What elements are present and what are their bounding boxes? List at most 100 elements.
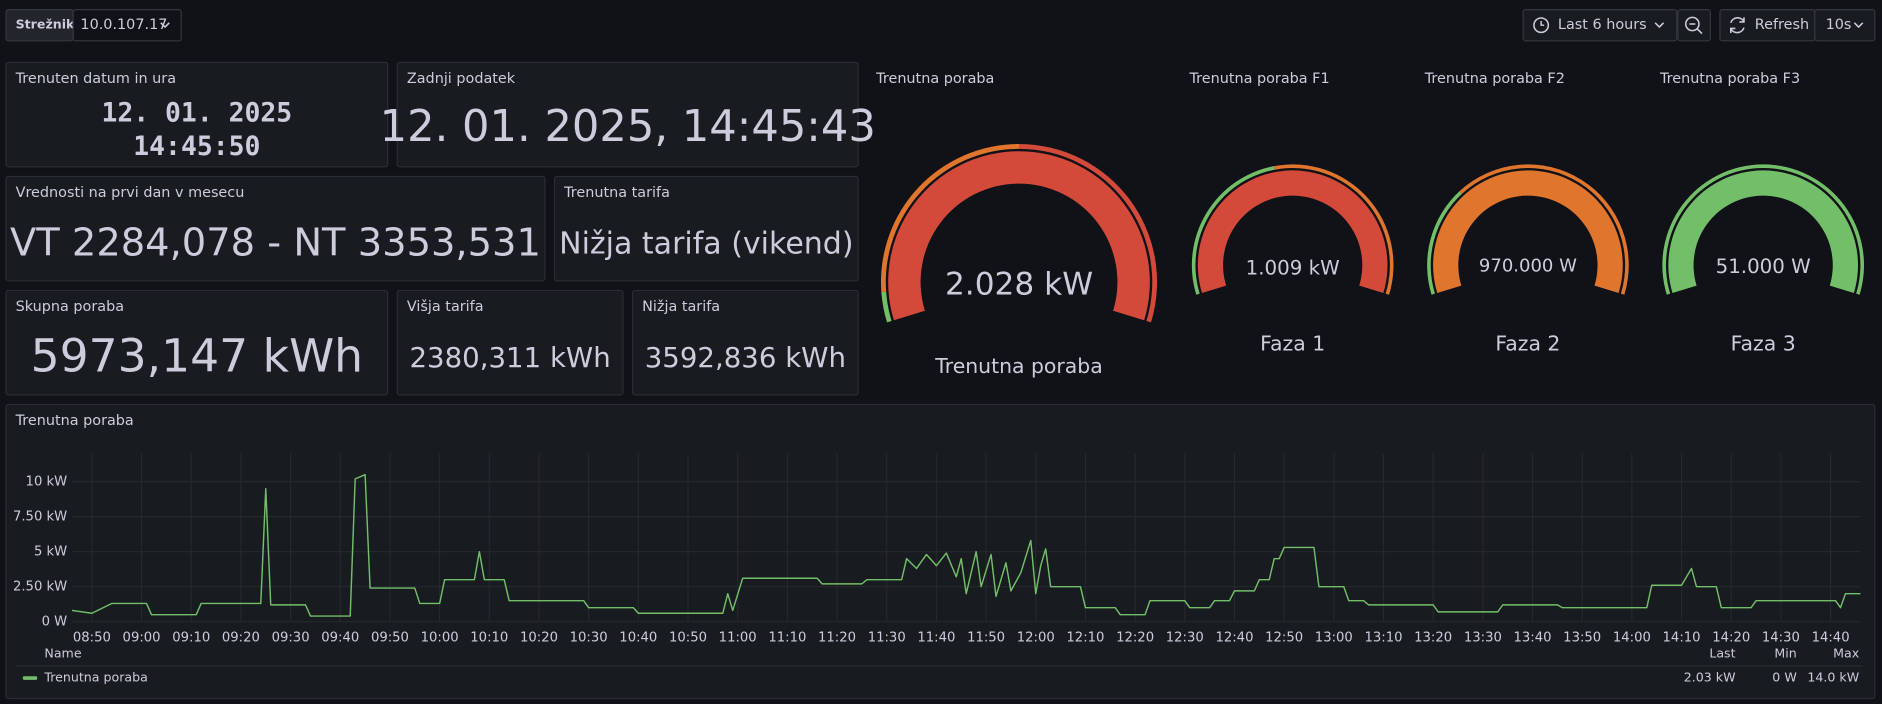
x-tick-label: 14:30 (1762, 630, 1800, 645)
x-tick-label: 09:00 (123, 630, 161, 645)
legend-name[interactable]: Trenutna poraba (43, 670, 147, 685)
x-tick-label: 12:30 (1166, 630, 1204, 645)
stat-value: 14:45:50 (133, 131, 260, 162)
x-tick-label: 08:50 (73, 630, 111, 645)
stat-value: 3592,836 kWh (645, 341, 846, 374)
gauge-arc (888, 151, 1150, 321)
chart-title: Trenutna poraba (15, 413, 134, 429)
gauge-value: 1.009 kW (1246, 256, 1340, 279)
refresh-interval[interactable] (1814, 9, 1876, 42)
zoom-icon (1684, 16, 1700, 32)
x-tick-label: 13:10 (1364, 630, 1402, 645)
x-tick-label: 13:20 (1414, 630, 1452, 645)
x-tick-label: 14:00 (1613, 630, 1651, 645)
stat-value: 12. 01. 2025, 14:45:43 (380, 102, 876, 152)
gauge-value: 51.000 W (1716, 255, 1811, 278)
stat-value: 2380,311 kWh (410, 341, 611, 374)
gauge-threshold (1427, 191, 1462, 295)
legend-value: 14.0 kW (1807, 670, 1859, 685)
x-tick-label: 09:40 (321, 630, 359, 645)
gauge-arc (1668, 170, 1858, 293)
stat-title: Višja tarifa (407, 299, 484, 315)
stat-panel (5, 61, 389, 168)
x-tick-label: 12:20 (1116, 630, 1154, 645)
refresh-icon (1729, 17, 1745, 34)
stat-panel (5, 175, 546, 282)
gauge-label: Trenutna poraba (934, 354, 1102, 378)
x-tick-label: 14:10 (1663, 630, 1701, 645)
x-tick-label: 09:30 (272, 630, 310, 645)
server-select[interactable] (72, 9, 182, 42)
gauge-value: 970.000 W (1479, 255, 1577, 276)
x-tick-label: 13:00 (1315, 630, 1353, 645)
stat-panel (396, 61, 859, 168)
gauge-label: Faza 2 (1495, 331, 1560, 355)
stat-panel (553, 175, 859, 282)
legend-header: Name (44, 646, 81, 661)
gauge-title: Trenutna poraba F3 (1659, 71, 1800, 87)
refresh-label[interactable]: Refresh (1755, 17, 1809, 33)
server-value[interactable]: 10.0.107.17 (80, 17, 167, 33)
gauge-title: Trenutna poraba (875, 71, 994, 87)
stat-value: 12. 01. 2025 (102, 98, 293, 129)
x-tick-label: 14:40 (1812, 630, 1850, 645)
clock-hands (1540, 21, 1545, 26)
x-tick-label: 11:20 (818, 630, 856, 645)
legend-swatch (22, 676, 38, 680)
x-tick-label: 13:30 (1464, 630, 1502, 645)
x-tick-label: 09:20 (222, 630, 260, 645)
x-tick-label: 11:40 (917, 630, 955, 645)
server-label: Strežnik (16, 17, 75, 32)
chevron (160, 22, 170, 29)
x-tick-label: 11:30 (868, 630, 906, 645)
zoom-out[interactable] (1677, 9, 1711, 42)
legend-header: Last (1709, 646, 1735, 661)
legend-value: 2.03 kW (1684, 670, 1736, 685)
stat-title: Trenutna tarifa (563, 185, 670, 201)
gauge-label: Faza 3 (1731, 331, 1796, 355)
x-tick-label: 09:10 (172, 630, 210, 645)
series-line (71, 473, 1861, 617)
x-tick-label: 13:50 (1563, 630, 1601, 645)
y-tick-label: 2.50 kW (13, 580, 67, 595)
stat-title: Vrednosti na prvi dan v mesecu (16, 185, 245, 201)
gauge-threshold (1273, 164, 1394, 295)
time-picker[interactable] (1522, 9, 1678, 42)
y-tick-label: 10 kW (26, 475, 68, 490)
zoom-icon-lines (1689, 23, 1703, 35)
x-tick-label: 13:40 (1514, 630, 1552, 645)
gauge-threshold (881, 291, 892, 323)
stat-title: Zadnji podatek (407, 71, 516, 87)
gauge-arc (1197, 170, 1388, 293)
y-tick-label: 5 kW (34, 545, 67, 560)
y-tick-label: 7.50 kW (13, 510, 67, 525)
x-tick-label: 14:20 (1712, 630, 1750, 645)
x-tick-label: 11:00 (719, 630, 757, 645)
x-tick-label: 10:50 (669, 630, 707, 645)
x-tick-label: 10:10 (470, 630, 508, 645)
x-tick-label: 10:00 (421, 630, 459, 645)
refresh-interval-value[interactable]: 10s (1826, 17, 1852, 33)
x-tick-label: 12:00 (1017, 630, 1055, 645)
legend-header: Min (1774, 646, 1796, 661)
clock-icon (1533, 17, 1550, 34)
gauge-label: Faza 1 (1260, 331, 1325, 355)
gauge-value: 2.028 kW (945, 267, 1093, 303)
y-tick-label: 0 W (42, 615, 68, 630)
gauge-title: Trenutna poraba F2 (1424, 71, 1565, 87)
x-tick-label: 12:50 (1265, 630, 1303, 645)
x-tick-label: 09:50 (371, 630, 409, 645)
stat-value: 5973,147 kWh (31, 329, 363, 382)
x-tick-label: 11:10 (768, 630, 806, 645)
stat-value: Nižja tarifa (vikend) (559, 226, 853, 261)
chevron (1654, 22, 1665, 29)
x-tick-label: 10:30 (570, 630, 608, 645)
stat-panel (396, 289, 624, 396)
x-tick-label: 10:40 (619, 630, 657, 645)
stat-title: Skupna poraba (16, 299, 124, 315)
stat-title: Trenuten datum in ura (15, 71, 176, 87)
time-range[interactable]: Last 6 hours (1558, 17, 1647, 33)
x-tick-label: 12:40 (1215, 630, 1253, 645)
